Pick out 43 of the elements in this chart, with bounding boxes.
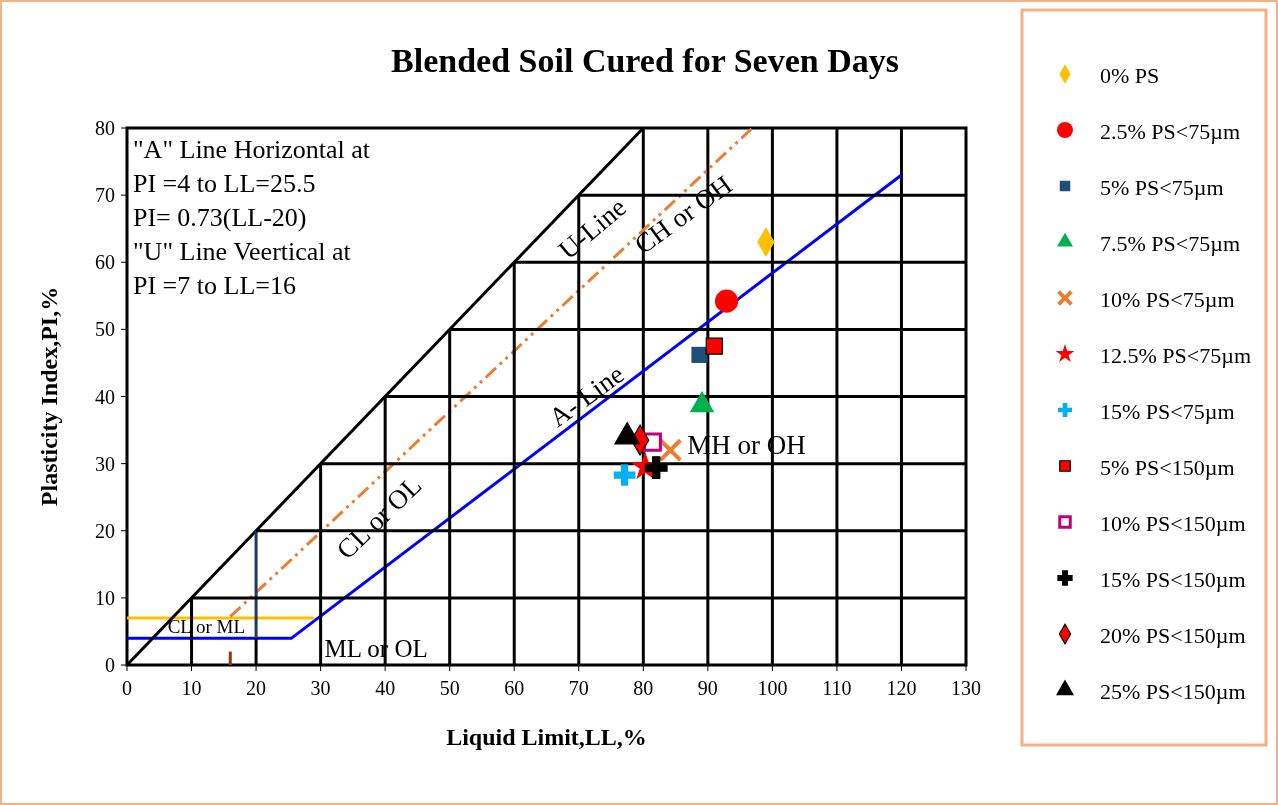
x-tick-label: 110 (822, 677, 852, 699)
x-axis-title: Liquid Limit,LL,% (446, 724, 647, 750)
legend-label: 2.5% PS<75µm (1100, 119, 1240, 144)
legend-label: 12.5% PS<75µm (1100, 343, 1251, 368)
annotation: "A" Line Horizontal at (133, 135, 371, 164)
x-tick-label: 130 (951, 677, 981, 699)
x-tick-label: 20 (246, 677, 267, 699)
x-tick-label: 60 (504, 677, 525, 699)
y-tick-label: 10 (95, 586, 115, 609)
y-tick-label: 80 (95, 117, 115, 139)
legend-label: 5% PS<150µm (1100, 455, 1235, 480)
chart-title: Blended Soil Cured for Seven Days (391, 42, 899, 79)
legend-label: 10% PS<75µm (1100, 287, 1235, 312)
x-tick-label: 100 (757, 677, 788, 699)
x-tick-label: 10 (181, 677, 202, 699)
y-tick-label: 20 (95, 519, 115, 542)
y-tick-label: 40 (95, 385, 115, 408)
x-tick-label: 50 (439, 677, 460, 699)
x-tick-label: 0 (122, 677, 132, 699)
legend-label: 25% PS<150µm (1100, 679, 1246, 704)
y-tick-label: 30 (95, 452, 115, 475)
x-tick-label: 40 (375, 677, 396, 699)
legend-label: 5% PS<75µm (1100, 175, 1224, 200)
legend-label: 20% PS<150µm (1100, 623, 1246, 648)
y-tick-label: 50 (95, 318, 115, 341)
annotation: "U" Line Veertical at (133, 237, 352, 266)
x-tick-label: 30 (310, 677, 331, 699)
annotation: PI =4 to LL=25.5 (133, 169, 316, 198)
x-tick-label: 90 (697, 677, 718, 699)
y-tick-label: 0 (105, 654, 115, 676)
y-tick-label: 70 (95, 184, 115, 207)
legend-label: 7.5% PS<75µm (1100, 231, 1240, 256)
x-tick-label: 80 (633, 677, 654, 699)
annotation: PI= 0.73(LL-20) (133, 203, 307, 232)
legend-label: 0% PS (1100, 63, 1160, 88)
legend-label: 15% PS<150µm (1100, 567, 1246, 592)
y-tick-label: 60 (95, 251, 115, 274)
y-axis-title: Plasticity Index,PI,% (36, 286, 62, 507)
x-tick-label: 120 (886, 677, 917, 699)
x-tick-label: 70 (568, 677, 589, 699)
annotation: PI =7 to LL=16 (133, 271, 296, 300)
legend-label: 10% PS<150µm (1100, 511, 1246, 536)
legend-label: 15% PS<75µm (1100, 399, 1235, 424)
